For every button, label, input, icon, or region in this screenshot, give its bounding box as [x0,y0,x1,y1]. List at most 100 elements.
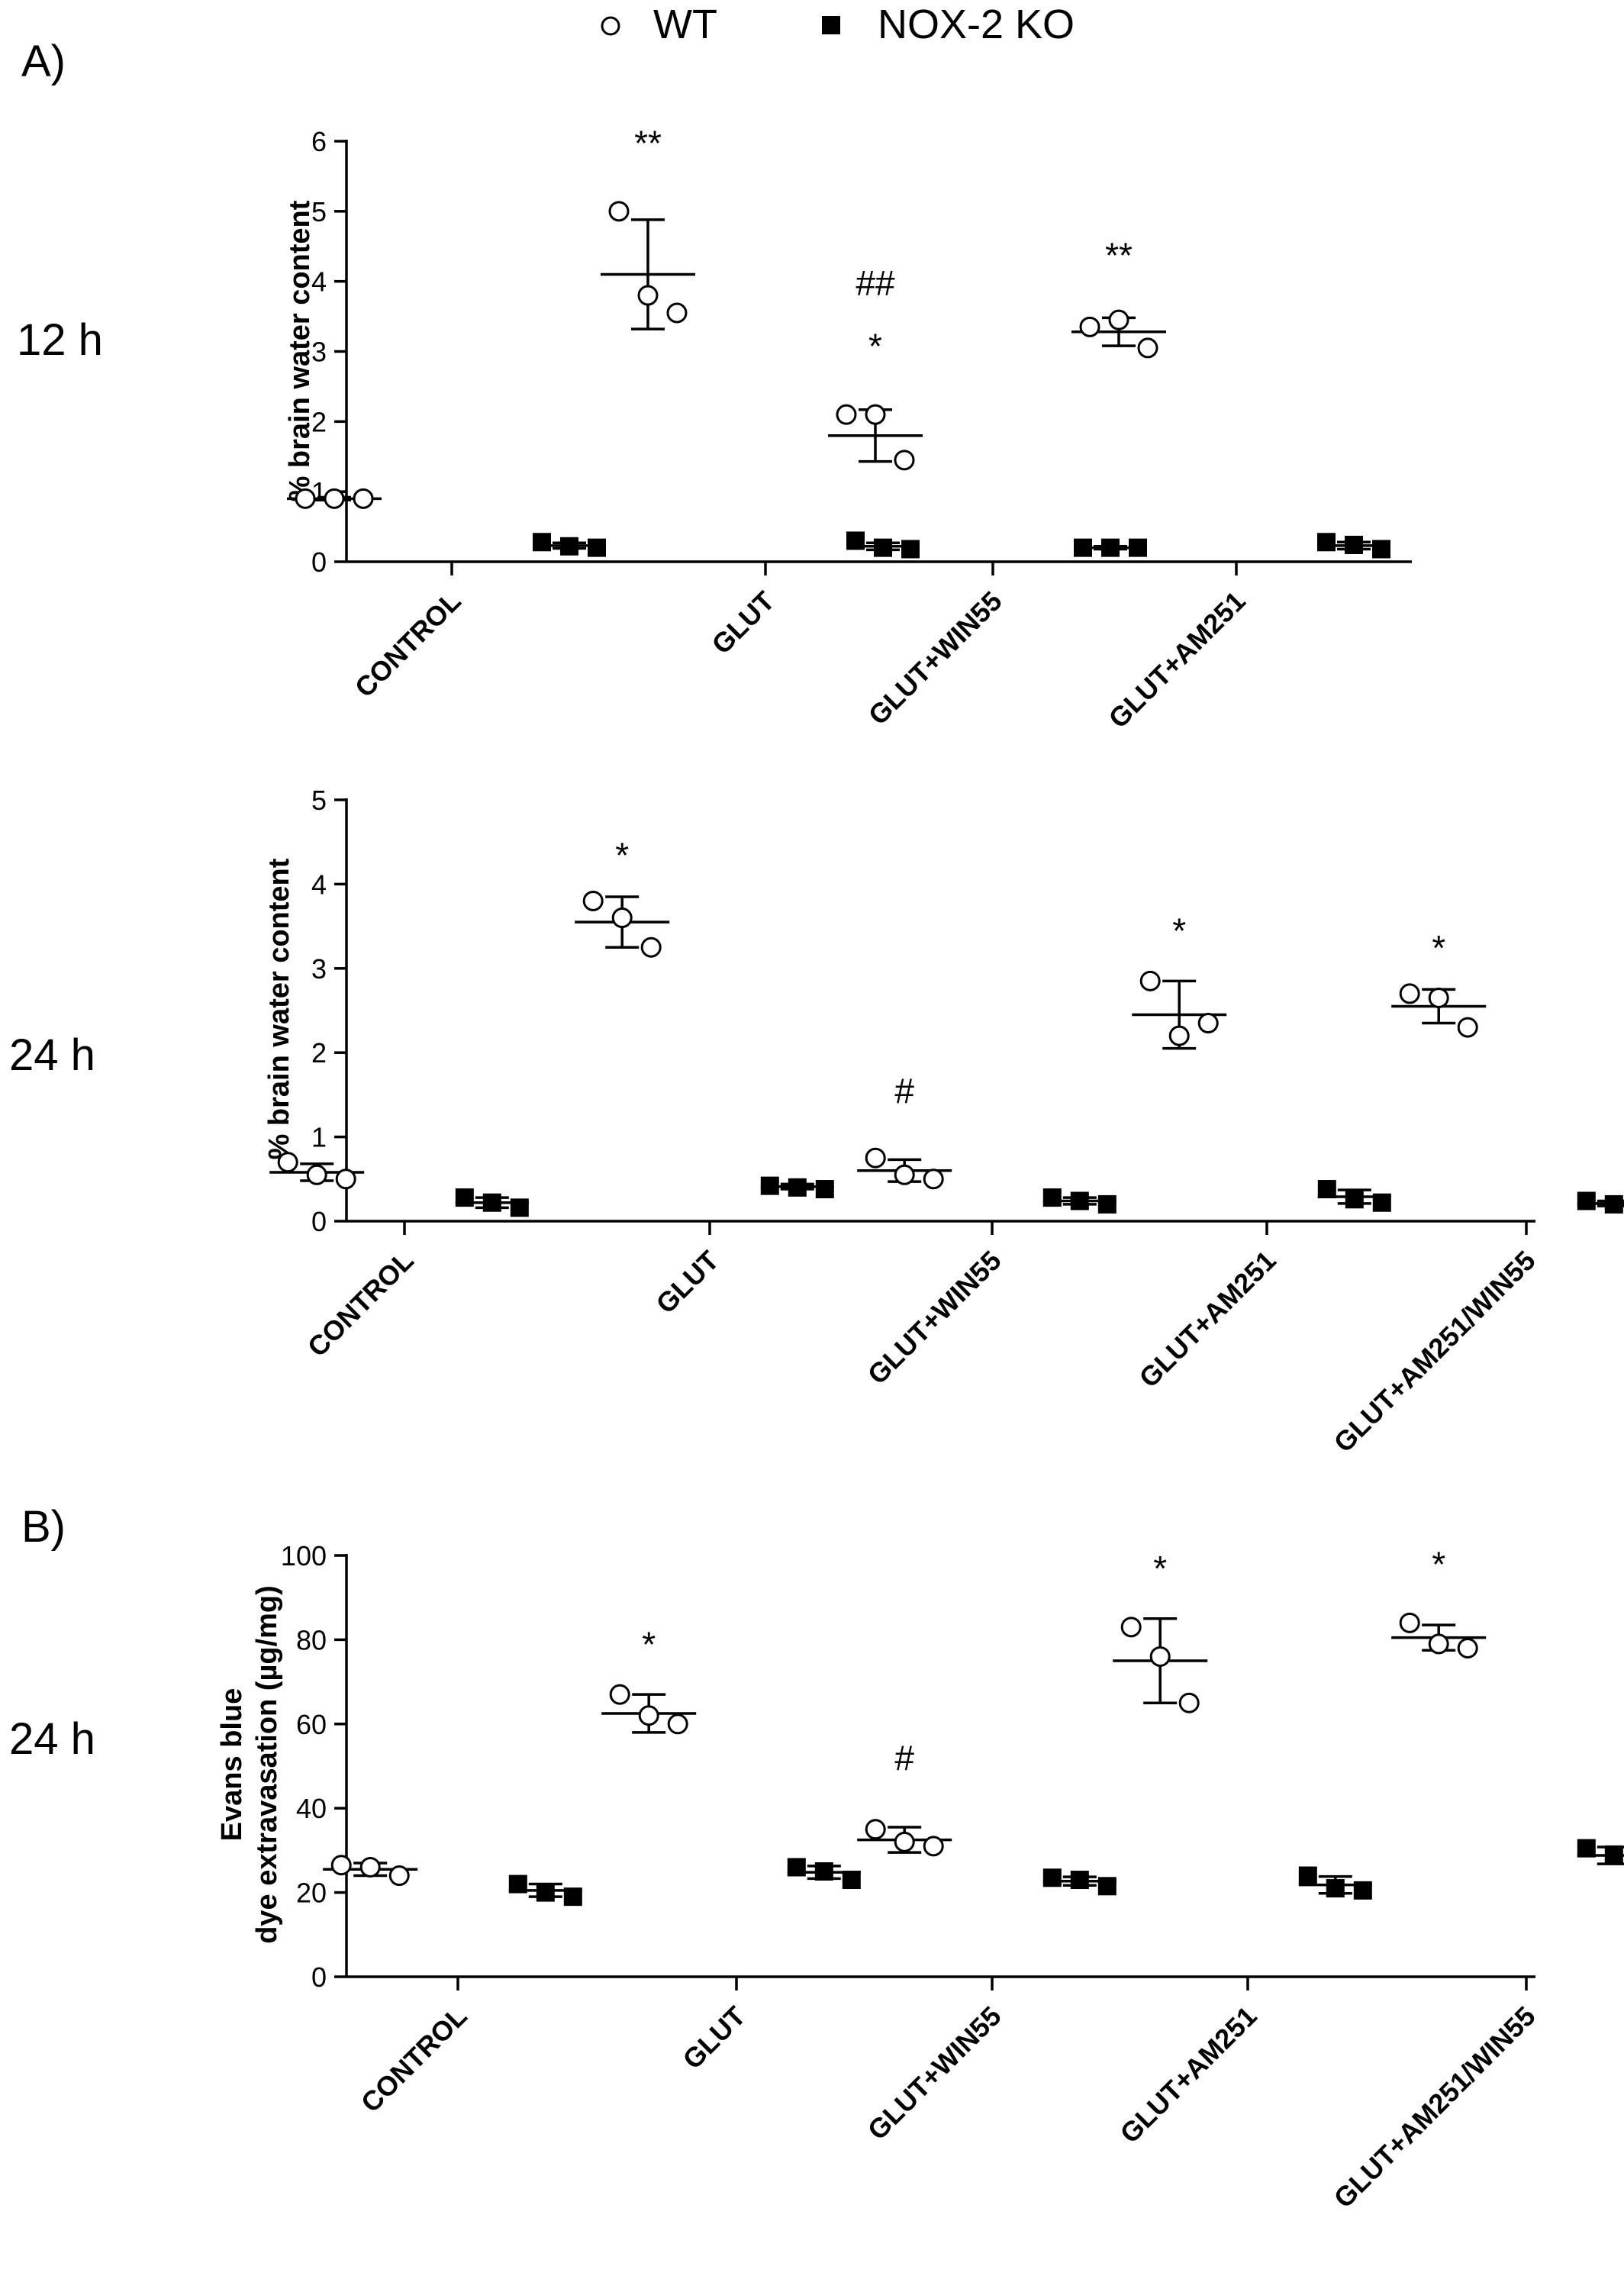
y-tick-label: 40 [296,1793,327,1824]
ko-point [788,1178,807,1197]
significance-annotation: ## [856,263,895,303]
ko-point [1129,538,1147,557]
wt-point [1168,1025,1190,1046]
ko-point [510,1198,529,1217]
ko-point [533,533,551,552]
wt-point [836,404,857,425]
significance-annotation: # [894,1739,914,1778]
wt-point [1399,1612,1420,1633]
y-tick-label: 2 [311,406,327,437]
wt-point [1428,1633,1449,1655]
wt-point [353,488,374,509]
significance-annotation: * [1172,911,1186,951]
ko-point [1345,535,1363,554]
ko-point [1042,1188,1062,1207]
y-tick-label: 0 [311,1961,327,1993]
wt-point [1120,1617,1142,1638]
y-axis-label: % brain water content [284,200,316,501]
wt-point [1079,316,1100,337]
wt-point [295,488,316,509]
wt-point [1428,987,1449,1008]
wt-point [1139,970,1161,991]
wt-point [277,1152,298,1173]
y-tick-label: 5 [311,196,327,227]
ko-point [1345,1190,1364,1209]
legend-ko-marker [822,16,840,34]
ko-point [1604,1845,1623,1864]
wt-point [923,1169,944,1190]
ko-point [815,1180,834,1199]
ko-point [560,537,578,556]
ko-point [1604,1194,1623,1214]
significance-annotation: * [1153,1549,1167,1588]
y-tick-label: 3 [311,953,327,985]
ko-point [1097,1194,1116,1214]
ko-point [842,1871,861,1890]
wt-point [894,1831,915,1852]
y-tick-label: 80 [296,1624,327,1655]
significance-annotation: ** [634,123,662,163]
ko-point [1372,1193,1391,1212]
wt-point [865,404,886,425]
ko-point [1298,1866,1317,1885]
wt-point [388,1865,410,1887]
ko-point [787,1858,806,1877]
y-tick-label: 20 [296,1878,327,1909]
ko-point [563,1887,582,1907]
time-label-24h-a: 24 h [9,1030,95,1080]
ko-point [1042,1868,1062,1887]
ko-point [1070,1191,1089,1210]
wt-point [865,1147,886,1169]
y-axis-label-line: Evans blue [216,1688,248,1842]
ko-point [1577,1191,1596,1210]
significance-annotation: ** [1105,235,1133,275]
significance-annotation: * [642,1624,656,1664]
y-tick-label: 0 [311,546,327,578]
ko-point [1326,1879,1345,1898]
legend: WT NOX-2 KO [601,2,1075,47]
wt-point [324,488,345,509]
ko-point [1317,1180,1336,1199]
wt-point [1149,1646,1171,1667]
time-label-24h-b: 24 h [9,1714,95,1764]
ko-point [814,1862,833,1881]
wt-point [359,1856,381,1878]
ko-point [901,540,920,559]
wt-point [667,1713,688,1735]
y-tick-label: 0 [311,1206,327,1237]
y-axis-label-line: dye extravasation (µg/mg) [251,1585,283,1944]
significance-annotation: # [894,1071,914,1110]
y-axis-label-line: % brain water content [284,200,316,501]
y-tick-label: 4 [311,266,327,298]
wt-point [609,1684,630,1705]
ko-point [588,538,606,557]
wt-point [865,1819,886,1840]
ko-point [1577,1839,1596,1858]
wt-point [1108,309,1129,330]
y-axis-label: % brain water content [263,858,295,1159]
wt-point [1399,983,1420,1004]
wt-point [637,285,659,306]
ko-point [1097,1877,1116,1896]
ko-point [1353,1881,1372,1900]
y-axis-label-line: % brain water content [263,858,295,1159]
wt-point [640,936,662,958]
wt-point [611,907,633,929]
ko-point [1372,540,1390,559]
wt-point [306,1164,327,1185]
wt-point [1457,1637,1478,1658]
ko-point [1317,533,1336,552]
wt-point [638,1705,659,1726]
legend-wt-label: WT [653,2,717,47]
ko-point [1070,1871,1089,1890]
significance-annotation: * [615,835,629,875]
y-tick-label: 2 [311,1037,327,1069]
time-label-12h: 12 h [17,315,103,365]
y-tick-label: 4 [311,869,327,900]
wt-point [1178,1692,1200,1713]
y-tick-label: 3 [311,337,327,368]
y-tick-label: 60 [296,1709,327,1740]
wt-point [330,1855,352,1876]
y-tick-label: 100 [281,1540,327,1571]
